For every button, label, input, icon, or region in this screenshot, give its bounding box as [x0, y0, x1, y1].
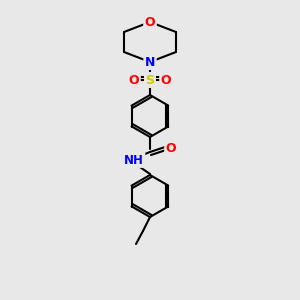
Text: N: N [145, 56, 155, 68]
Text: O: O [145, 16, 155, 28]
Text: O: O [166, 142, 176, 154]
Text: NH: NH [124, 154, 144, 166]
Text: S: S [146, 74, 154, 86]
Text: O: O [129, 74, 139, 86]
Text: O: O [161, 74, 171, 86]
